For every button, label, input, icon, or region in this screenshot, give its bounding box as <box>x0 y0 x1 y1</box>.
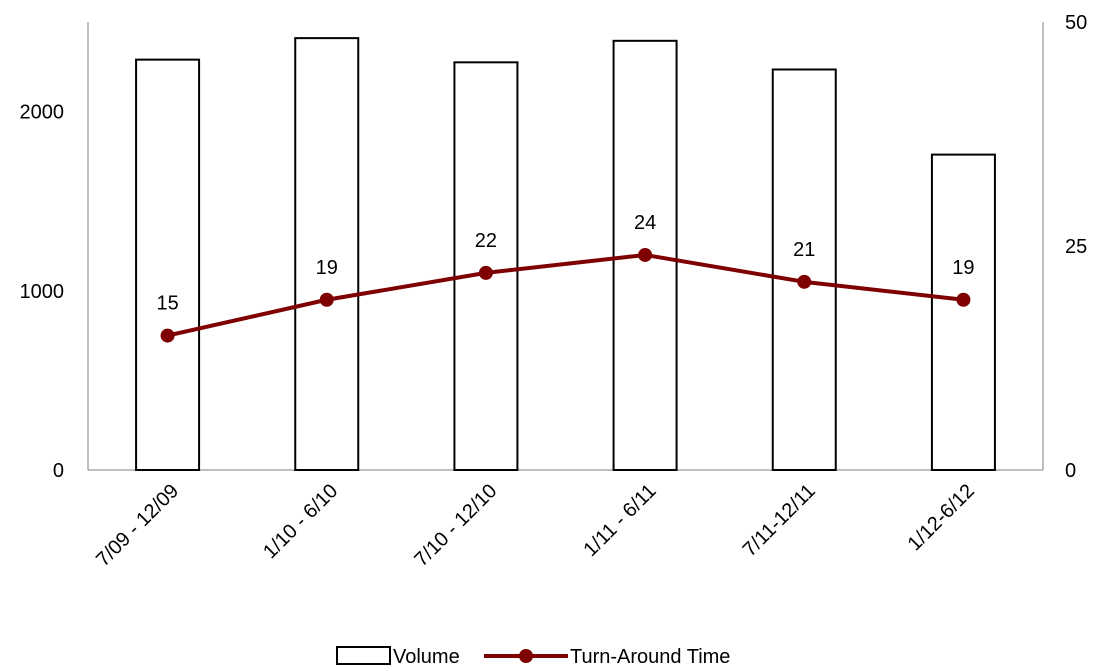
legend-swatch-volume <box>336 646 391 665</box>
y-right-tick-25: 25 <box>1065 236 1087 258</box>
data-label-turnaround-0: 15 <box>156 293 178 315</box>
data-label-turnaround-2: 22 <box>475 230 497 252</box>
y-left-tick-1000: 1000 <box>20 281 65 303</box>
point-turnaround-1 <box>319 292 334 307</box>
y-right-tick-0: 0 <box>1065 460 1076 482</box>
x-tick-1: 1/10 - 6/10 <box>259 480 342 563</box>
legend-label-turnaround: Turn-Around Time <box>570 646 730 668</box>
data-labels: 15 19 22 24 21 19 <box>156 212 974 315</box>
data-label-turnaround-3: 24 <box>634 212 656 234</box>
x-tick-5: 1/12-6/12 <box>904 480 979 555</box>
data-label-turnaround-4: 21 <box>793 239 815 261</box>
turnaround-line <box>160 247 971 343</box>
point-turnaround-2 <box>478 265 493 280</box>
y-left-tick-2000: 2000 <box>20 102 65 124</box>
x-tick-0: 7/09 - 12/09 <box>92 480 183 571</box>
bar-volume-0 <box>135 58 201 472</box>
y-right-tick-50: 50 <box>1065 12 1087 34</box>
data-label-turnaround-5: 19 <box>952 257 974 279</box>
volume-bars <box>135 37 996 472</box>
legend-label-volume: Volume <box>393 646 460 668</box>
point-turnaround-0 <box>160 328 175 343</box>
bar-volume-4 <box>771 68 837 471</box>
bar-volume-5 <box>930 153 996 471</box>
x-tick-4: 7/11-12/11 <box>739 480 820 561</box>
x-tick-3: 1/11 - 6/11 <box>580 480 661 561</box>
x-tick-2: 7/10 - 12/10 <box>410 480 501 571</box>
line-turnaround <box>167 252 964 338</box>
legend: Volume Turn-Around Time <box>336 646 730 668</box>
point-turnaround-5 <box>956 292 971 307</box>
point-turnaround-3 <box>638 247 653 262</box>
point-turnaround-4 <box>797 274 812 289</box>
legend-marker-turnaround <box>519 649 533 663</box>
y-left-tick-0: 0 <box>53 460 64 482</box>
axes <box>87 22 1044 471</box>
data-label-turnaround-1: 19 <box>316 257 338 279</box>
bar-volume-1 <box>294 37 360 472</box>
